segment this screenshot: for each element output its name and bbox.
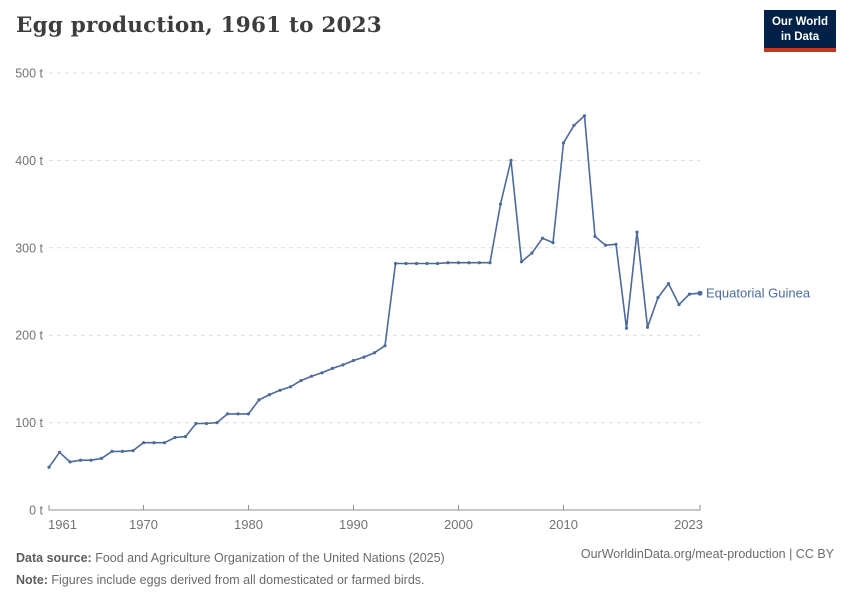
data-point-2002	[477, 261, 482, 265]
data-point-2017	[635, 230, 639, 234]
data-source-text: Food and Agriculture Organization of the…	[91, 551, 445, 565]
data-point-1999	[446, 261, 450, 265]
y-tick-label-200: 200 t	[15, 329, 43, 343]
data-point-1973	[173, 435, 177, 440]
data-point-1972	[162, 441, 167, 445]
data-point-1979	[236, 412, 240, 416]
data-point-2019	[656, 296, 660, 300]
data-point-2004	[498, 202, 503, 206]
data-point-2001	[467, 261, 471, 265]
data-point-1963	[68, 460, 72, 464]
owid-logo[interactable]: Our World in Data	[763, 10, 836, 52]
owid-logo-line2: in Data	[780, 30, 820, 43]
data-point-1967	[110, 449, 114, 453]
chart-title: Egg production, 1961 to 2023	[16, 13, 382, 38]
data-point-1964	[78, 458, 83, 462]
data-point-1996	[414, 261, 419, 266]
y-tick-label-300: 300 t	[15, 241, 43, 255]
y-tick-label-500: 500 t	[15, 67, 43, 81]
data-point-2018	[645, 325, 650, 329]
x-tick-label-1980: 1980	[234, 517, 263, 532]
data-point-1997	[425, 261, 429, 266]
data-point-2023	[697, 290, 703, 296]
data-point-2000	[456, 261, 461, 265]
data-point-1966	[99, 456, 104, 460]
data-point-1976	[204, 421, 209, 426]
note-line: Note: Figures include eggs derived from …	[16, 569, 445, 591]
series-line	[48, 115, 701, 468]
data-point-1961	[47, 465, 51, 469]
data-point-1982	[267, 393, 272, 397]
data-point-1962	[57, 450, 62, 454]
data-point-1969	[131, 449, 135, 453]
data-point-1980	[246, 412, 251, 416]
data-point-2010	[561, 141, 566, 145]
data-point-2008	[540, 236, 545, 240]
data-point-2009	[551, 241, 555, 245]
data-point-2007	[530, 251, 534, 255]
data-point-1990	[351, 358, 356, 363]
data-point-2016	[624, 326, 629, 330]
data-point-1970	[141, 441, 146, 445]
data-point-1995	[404, 261, 408, 266]
data-point-2006	[519, 260, 524, 264]
data-point-1994	[393, 261, 398, 266]
data-point-2020	[666, 282, 671, 286]
x-tick-label-1990: 1990	[339, 517, 368, 532]
data-point-1984	[288, 385, 293, 389]
credit-link[interactable]: OurWorldinData.org/meat-production | CC …	[580, 547, 834, 561]
y-tick-label-400: 400 t	[15, 154, 43, 168]
y-tick-label-100: 100 t	[15, 416, 43, 430]
data-point-2022	[687, 292, 692, 296]
data-point-2021	[677, 303, 681, 307]
chart-canvas: 0 t 100 t 200 t 300 t 400 t 500 t 1961 1970 1980…	[15, 67, 811, 533]
data-point-1998	[435, 261, 440, 266]
data-point-1992	[372, 351, 377, 355]
data-point-2003	[488, 261, 492, 265]
data-point-1993	[383, 344, 387, 348]
data-point-1968	[120, 449, 125, 453]
data-point-1985	[299, 379, 303, 383]
x-tick-label-2010: 2010	[549, 517, 578, 532]
data-point-1987	[320, 371, 324, 375]
x-tick-label-1961: 1961	[48, 517, 77, 532]
y-tick-label-0: 0 t	[29, 504, 43, 518]
data-source-line: Data source: Food and Agriculture Organi…	[16, 547, 445, 569]
data-point-1991	[362, 355, 366, 359]
data-point-1989	[341, 363, 345, 367]
data-point-1983	[278, 388, 282, 392]
data-point-1975	[194, 421, 198, 426]
data-point-1977	[215, 421, 219, 425]
data-point-1988	[330, 366, 335, 370]
data-point-1981	[257, 398, 261, 402]
data-point-2012	[582, 114, 587, 118]
data-point-1971	[152, 441, 156, 445]
x-tick-label-1970: 1970	[129, 517, 158, 532]
data-source-label: Data source:	[16, 551, 92, 565]
series-label[interactable]: Equatorial Guinea	[706, 286, 811, 301]
note-text: Figures include eggs derived from all do…	[47, 573, 425, 587]
data-point-2005	[509, 158, 513, 162]
data-point-1986	[309, 374, 314, 378]
data-point-2015	[614, 242, 618, 246]
note-label: Note:	[16, 573, 48, 587]
owid-logo-line1: Our World	[771, 16, 828, 28]
x-tick-label-2023: 2023	[674, 517, 703, 532]
data-point-2013	[593, 234, 597, 238]
footer-notes: Data source: Food and Agriculture Organi…	[16, 547, 445, 591]
data-point-2014	[603, 243, 608, 247]
data-point-1974	[183, 435, 188, 439]
data-point-2011	[572, 123, 576, 127]
data-point-1965	[89, 458, 93, 462]
data-point-1978	[225, 412, 230, 416]
x-tick-label-2000: 2000	[444, 517, 473, 532]
